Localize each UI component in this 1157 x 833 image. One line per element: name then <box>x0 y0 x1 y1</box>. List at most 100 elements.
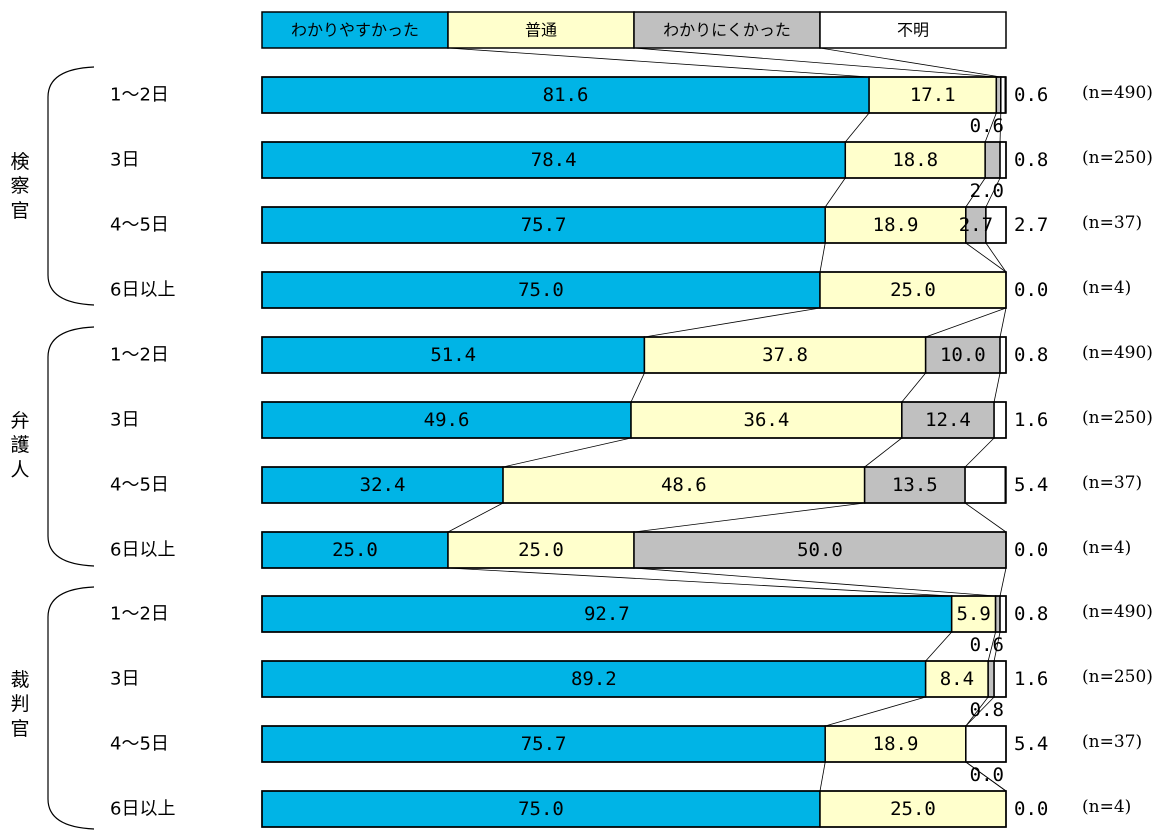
sample-size-label: (n=37) <box>1082 473 1142 493</box>
data-label: 36.4 <box>744 409 790 431</box>
bar-segment <box>819 790 1007 828</box>
bar-segment <box>261 790 821 828</box>
connector-line <box>819 242 826 273</box>
category-label: 6日以上 <box>110 280 175 301</box>
connector-line <box>999 567 1007 597</box>
sample-size-label: (n=37) <box>1082 213 1142 233</box>
connector-line <box>984 112 997 143</box>
bar-segment <box>819 271 1007 309</box>
category-label: 6日以上 <box>110 540 175 561</box>
data-label: 37.8 <box>762 344 808 366</box>
bar-row <box>261 401 1007 439</box>
bar-row <box>261 595 1007 633</box>
group-label-char: 官 <box>10 200 29 222</box>
connector-line <box>825 696 926 727</box>
bar-outline <box>261 595 1007 633</box>
group-bracket <box>47 66 95 306</box>
bar-row <box>261 141 1007 179</box>
bar-outline <box>261 76 1007 114</box>
sample-size-label: (n=490) <box>1082 83 1153 103</box>
connector-line <box>993 631 1001 662</box>
data-label: 1.6 <box>1014 409 1048 431</box>
data-label: 5.4 <box>1014 733 1048 755</box>
bar-outline <box>261 660 1007 698</box>
connector-line <box>633 502 865 533</box>
connector-line <box>985 242 1007 273</box>
data-label: 8.4 <box>940 668 974 690</box>
bar-segment <box>999 336 1007 374</box>
data-label: 81.6 <box>543 84 589 106</box>
data-label: 0.8 <box>1014 344 1048 366</box>
category-label: 4～5日 <box>110 475 169 496</box>
bar-segment <box>964 466 1007 504</box>
connector-line <box>965 177 986 208</box>
sample-size-label: (n=490) <box>1082 602 1153 622</box>
group-label-char: 裁 <box>10 669 29 691</box>
sample-size-label: (n=4) <box>1082 797 1131 817</box>
bar-outline <box>261 466 1007 504</box>
sample-size-label: (n=250) <box>1082 148 1153 168</box>
bar-row <box>261 725 1007 763</box>
data-label: 0.6 <box>970 634 1004 656</box>
bar-outline <box>261 531 1007 569</box>
connector-line <box>633 47 997 78</box>
data-label: 50.0 <box>797 539 843 561</box>
data-label: 0.0 <box>1014 279 1048 301</box>
data-label: 75.0 <box>518 798 564 820</box>
data-label: 75.7 <box>521 733 567 755</box>
data-label: 13.5 <box>892 474 938 496</box>
legend: わかりやすかった 普通 わかりにくかった 不明 <box>261 11 1007 49</box>
connector-line <box>987 631 996 662</box>
bar-segment <box>261 725 826 763</box>
legend-swatch-4 <box>819 11 1007 49</box>
sample-size-label: (n=490) <box>1082 343 1153 363</box>
group-label-char: 弁 <box>10 410 29 432</box>
bar-segment <box>999 141 1007 179</box>
bar-segment <box>984 141 1001 179</box>
bar-outline <box>261 336 1007 374</box>
category-label: 1～2日 <box>110 85 169 106</box>
data-label: 25.0 <box>332 539 378 561</box>
data-label: 25.0 <box>890 279 936 301</box>
data-label: 48.6 <box>661 474 707 496</box>
category-label: 3日 <box>110 150 139 171</box>
data-label: 0.0 <box>970 764 1004 786</box>
category-label: 3日 <box>110 410 139 431</box>
connector-line <box>925 631 952 662</box>
bar-outline <box>261 271 1007 309</box>
connector-line <box>964 437 995 468</box>
connector-line <box>901 372 926 403</box>
group-label-char: 人 <box>10 459 29 481</box>
category-label: 6日以上 <box>110 799 175 820</box>
bar-segment <box>1000 76 1007 114</box>
data-label: 17.1 <box>910 84 956 106</box>
bar-row <box>261 790 1007 828</box>
connector-line <box>824 177 846 208</box>
data-label: 0.0 <box>1014 539 1048 561</box>
category-label: 4～5日 <box>110 734 169 755</box>
data-label: 18.9 <box>873 733 919 755</box>
group-label-char: 官 <box>10 718 29 740</box>
bar-segment <box>630 401 903 439</box>
data-label: 89.2 <box>571 668 617 690</box>
connector-line <box>993 372 1001 403</box>
legend-label-2: 普通 <box>525 21 557 40</box>
connector-line <box>819 47 1001 78</box>
connector-line <box>447 567 952 597</box>
legend-swatch-3 <box>633 11 821 49</box>
data-label: 32.4 <box>360 474 406 496</box>
bar-row <box>261 206 1007 244</box>
data-label: 0.8 <box>1014 149 1048 171</box>
group-label-char: 察 <box>10 175 29 197</box>
group-label-char: 護 <box>10 434 29 456</box>
bar-segment <box>999 595 1007 633</box>
bar-row <box>261 271 1007 309</box>
data-label: 0.0 <box>1014 798 1048 820</box>
connector-line <box>502 437 632 468</box>
data-label: 12.4 <box>925 409 971 431</box>
connector-line <box>965 696 989 727</box>
connector-line <box>964 502 1007 533</box>
data-label: 0.6 <box>1014 84 1048 106</box>
connector-line <box>864 437 903 468</box>
data-label: 18.8 <box>892 149 938 171</box>
